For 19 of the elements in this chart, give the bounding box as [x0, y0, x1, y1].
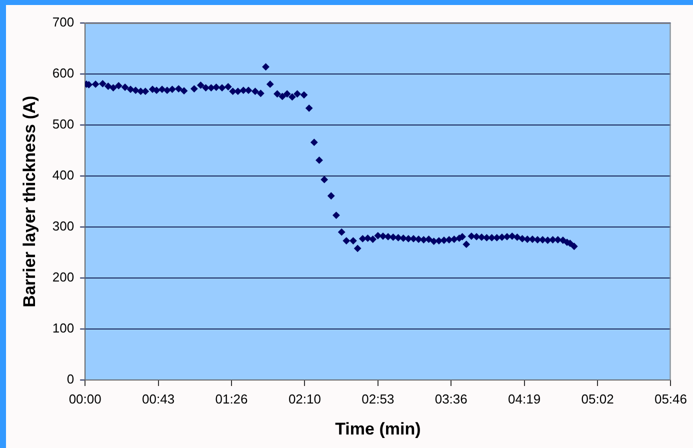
y-tick-label: 500: [52, 116, 74, 132]
x-tick-label: 01:26: [215, 391, 248, 406]
y-tick-label: 300: [52, 218, 74, 234]
x-tick-label: 05:46: [654, 391, 688, 406]
y-axis-title: Barrier layer thickness (A): [20, 96, 39, 308]
x-tick-label: 02:10: [288, 391, 321, 406]
y-tick-label: 400: [52, 168, 74, 183]
x-axis-title: Time (min): [335, 419, 421, 438]
x-tick-label: 02:53: [362, 391, 394, 406]
y-tick-label: 100: [52, 320, 74, 336]
y-tick-label: 200: [52, 270, 74, 285]
y-tick-label: 0: [66, 372, 74, 387]
x-tick-label: 00:00: [68, 391, 102, 406]
x-tick-label: 03:36: [434, 391, 468, 406]
y-tick-label: 700: [52, 14, 74, 30]
x-tick-label: 04:19: [508, 391, 541, 406]
x-tick-label: 00:43: [142, 391, 175, 406]
x-tick-label: 05:02: [581, 391, 614, 406]
y-tick-label: 600: [52, 66, 74, 81]
